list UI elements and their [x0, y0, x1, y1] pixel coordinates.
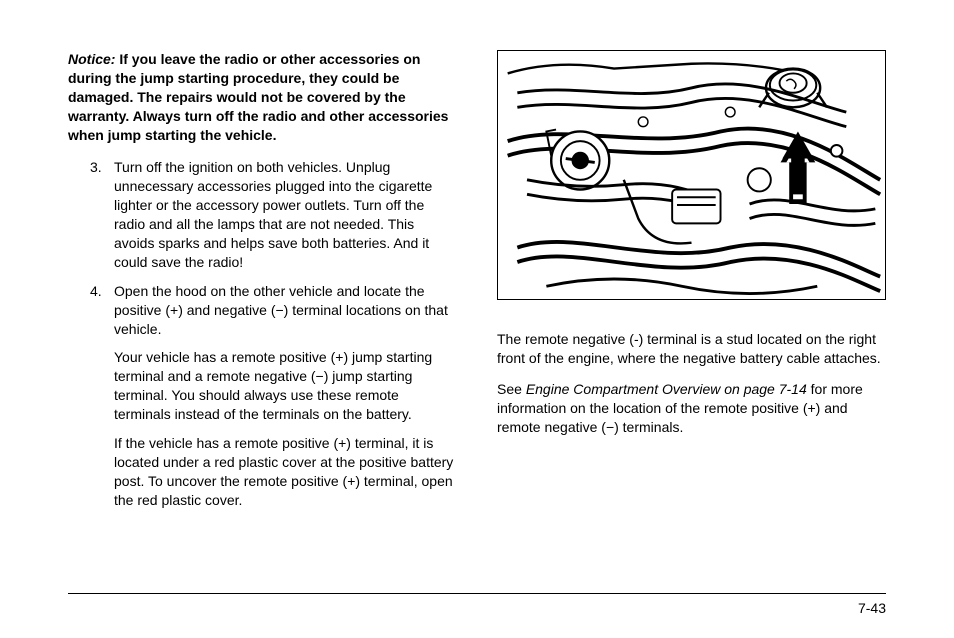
notice-label: Notice: [68, 51, 115, 67]
page-content: Notice: If you leave the radio or other … [0, 0, 954, 638]
step-3: Turn off the ignition on both vehicles. … [114, 158, 457, 271]
engine-diagram-svg [498, 51, 885, 299]
para2-pre: See [497, 381, 526, 397]
step-4-text-b: Your vehicle has a remote positive (+) j… [114, 348, 457, 424]
cross-reference: Engine Compartment Overview on page 7-14 [526, 381, 807, 397]
page-footer: 7-43 [68, 593, 886, 616]
right-column: The remote negative (-) terminal is a st… [497, 50, 886, 608]
engine-diagram-figure [497, 50, 886, 300]
step-4-text-a: Open the hood on the other vehicle and l… [114, 283, 448, 337]
notice-block: Notice: If you leave the radio or other … [68, 50, 457, 144]
step-4-text-c: If the vehicle has a remote positive (+)… [114, 434, 457, 510]
steps-list: Turn off the ignition on both vehicles. … [68, 158, 457, 509]
left-column: Notice: If you leave the radio or other … [68, 50, 457, 608]
right-para-1: The remote negative (-) terminal is a st… [497, 330, 886, 368]
right-para-2: See Engine Compartment Overview on page … [497, 380, 886, 437]
step-4: Open the hood on the other vehicle and l… [114, 282, 457, 510]
notice-text: If you leave the radio or other accessor… [68, 51, 448, 143]
page-number: 7-43 [858, 600, 886, 616]
step-3-text: Turn off the ignition on both vehicles. … [114, 159, 432, 269]
